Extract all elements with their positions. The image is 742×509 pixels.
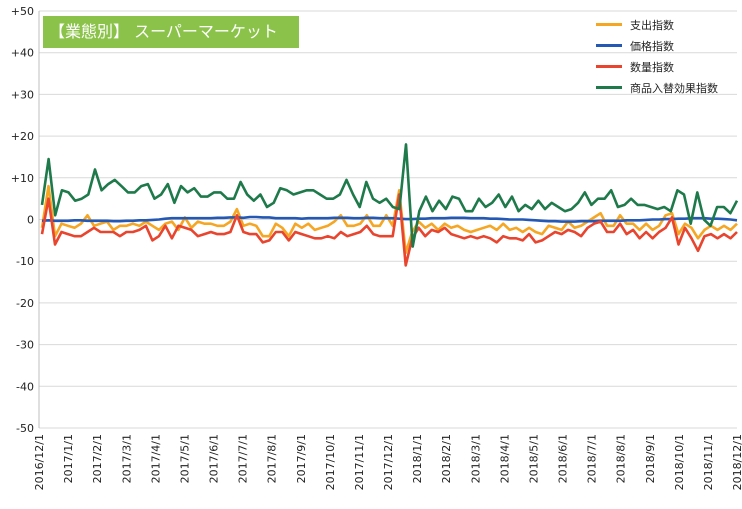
x-tick-label: 2018/11/1 [702, 434, 715, 490]
x-tick-label: 2017/8/1 [266, 434, 279, 483]
legend-swatch-quantity [596, 65, 622, 68]
y-tick-label: -40 [16, 380, 34, 393]
x-tick-label: 2018/8/1 [615, 434, 628, 483]
series-line-3 [40, 143, 739, 248]
x-axis-ticks: 2016/12/1 2017/1/1 2017/2/1 2017/3/1 2017/4/… [33, 434, 742, 490]
x-tick-label: 2018/5/1 [527, 434, 540, 483]
x-tick-label: 2017/4/1 [149, 434, 162, 483]
x-tick-label: 2017/12/1 [382, 434, 395, 490]
x-tick-label: 2017/1/1 [62, 434, 75, 483]
x-tick-label: 2018/12/1 [731, 434, 742, 490]
x-tick-label: 2017/10/1 [324, 434, 337, 490]
y-tick-label: -50 [16, 422, 34, 435]
legend-swatch-replacement [596, 86, 622, 89]
y-tick-label: -10 [16, 255, 34, 268]
x-tick-label: 2018/6/1 [557, 434, 570, 483]
legend-item-replacement: 商品入替効果指数 [596, 77, 718, 98]
x-tick-label: 2017/11/1 [353, 434, 366, 490]
series-line-2 [40, 193, 738, 267]
y-tick-label: +10 [11, 172, 34, 185]
legend-item-spending: 支出指数 [596, 14, 718, 35]
x-tick-label: 2017/9/1 [295, 434, 308, 483]
legend: 支出指数 価格指数 数量指数 商品入替効果指数 [596, 14, 718, 98]
x-tick-label: 2017/6/1 [208, 434, 221, 483]
x-tick-label: 2018/2/1 [440, 434, 453, 483]
x-tick-label: 2018/1/1 [411, 434, 424, 483]
legend-swatch-price [596, 44, 622, 47]
x-tick-label: 2018/7/1 [586, 434, 599, 483]
series-lines [40, 143, 739, 267]
legend-swatch-spending [596, 23, 622, 26]
y-axis-ticks: +50 +40 +30 +20 +10 0 -10 -20 -30 -40 -50 [11, 5, 34, 435]
y-tick-label: -20 [16, 297, 34, 310]
x-tick-label: 2016/12/1 [33, 434, 46, 490]
x-tick-label: 2017/7/1 [237, 434, 250, 483]
chart-title: 【業態別】 スーパーマーケット [43, 16, 299, 48]
legend-label-spending: 支出指数 [630, 18, 674, 32]
x-tick-label: 2018/3/1 [469, 434, 482, 483]
series-line-0 [40, 184, 738, 255]
x-tick-label: 2017/3/1 [120, 434, 133, 483]
legend-label-replacement: 商品入替効果指数 [630, 81, 718, 95]
x-tick-label: 2017/2/1 [91, 434, 104, 483]
series-line-1 [41, 215, 738, 223]
y-tick-label: -30 [16, 339, 34, 352]
y-tick-label: +40 [11, 47, 34, 60]
y-tick-label: +20 [11, 130, 34, 143]
x-tick-label: 2017/5/1 [178, 434, 191, 483]
x-tick-label: 2018/9/1 [644, 434, 657, 483]
y-tick-label: +50 [11, 5, 34, 18]
legend-item-quantity: 数量指数 [596, 56, 718, 77]
y-tick-label: 0 [27, 214, 34, 227]
x-tick-label: 2018/10/1 [673, 434, 686, 490]
x-tick-label: 2018/4/1 [498, 434, 511, 483]
legend-item-price: 価格指数 [596, 35, 718, 56]
legend-label-quantity: 数量指数 [630, 60, 674, 74]
legend-label-price: 価格指数 [630, 39, 674, 53]
y-tick-label: +30 [11, 88, 34, 101]
